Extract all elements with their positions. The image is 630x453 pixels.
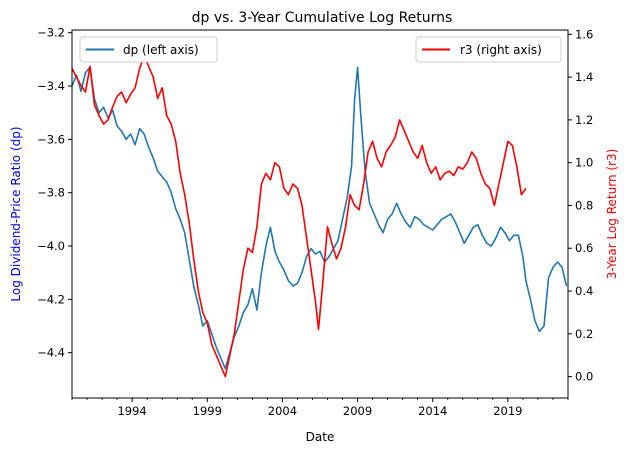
dp-series-line [71,66,568,370]
y-right-tick-label: 0.6 [575,241,593,255]
y-left-tick-label: −4.4 [37,346,65,360]
y-left-tick-label: −4.2 [37,292,65,306]
y-right-tick-label: 1.4 [575,70,593,84]
x-tick-label: 2019 [493,404,522,418]
y-right-tick-label: 0.8 [575,198,593,212]
x-tick-label: 1994 [117,404,146,418]
y-left-axis-label: Log Dividend-Price Ratio (dp) [9,126,23,301]
legend-right-box [415,36,562,63]
y-left-tick-label: −3.2 [37,26,65,40]
y-left-axis: −3.2 −3.4 −3.6 −3.8 −4.0 −4.2 −4.4 [37,26,72,360]
y-left-tick-label: −3.4 [37,79,65,93]
x-axis: 1994 1999 2004 2009 2014 2019 [71,398,569,418]
y-right-tick-label: 0.0 [575,370,593,384]
y-left-tick-label: −3.6 [37,132,65,146]
r3-series-line [71,54,527,378]
y-right-tick-label: 1.0 [575,156,593,170]
legend-right-label: r3 (right axis) [460,43,542,57]
chart-title: dp vs. 3-Year Cumulative Log Returns [192,10,453,26]
y-left-tick-label: −4.0 [37,239,65,253]
legend-right: r3 (right axis) [415,36,562,63]
y-right-axis: 0.0 0.2 0.4 0.6 0.8 1.0 1.2 1.4 1.6 [568,27,593,384]
y-right-tick-label: 0.2 [575,327,593,341]
x-tick-label: 1999 [193,404,222,418]
legend-left-box [79,36,218,63]
x-tick-label: 2014 [418,404,447,418]
x-tick-label: 2009 [343,404,372,418]
x-tick-label: 2004 [268,404,297,418]
y-right-axis-label: 3-Year Log Return (r3) [605,149,619,280]
y-right-tick-label: 1.6 [575,27,593,41]
y-left-tick-label: −3.8 [37,186,65,200]
legend-left-label: dp (left axis) [123,43,199,57]
y-right-tick-label: 1.2 [575,113,593,127]
plot-series [71,54,568,378]
x-axis-label: Date [306,430,335,444]
y-right-tick-label: 0.4 [575,284,593,298]
plot-area-frame [71,29,569,399]
legend-left: dp (left axis) [79,36,218,63]
